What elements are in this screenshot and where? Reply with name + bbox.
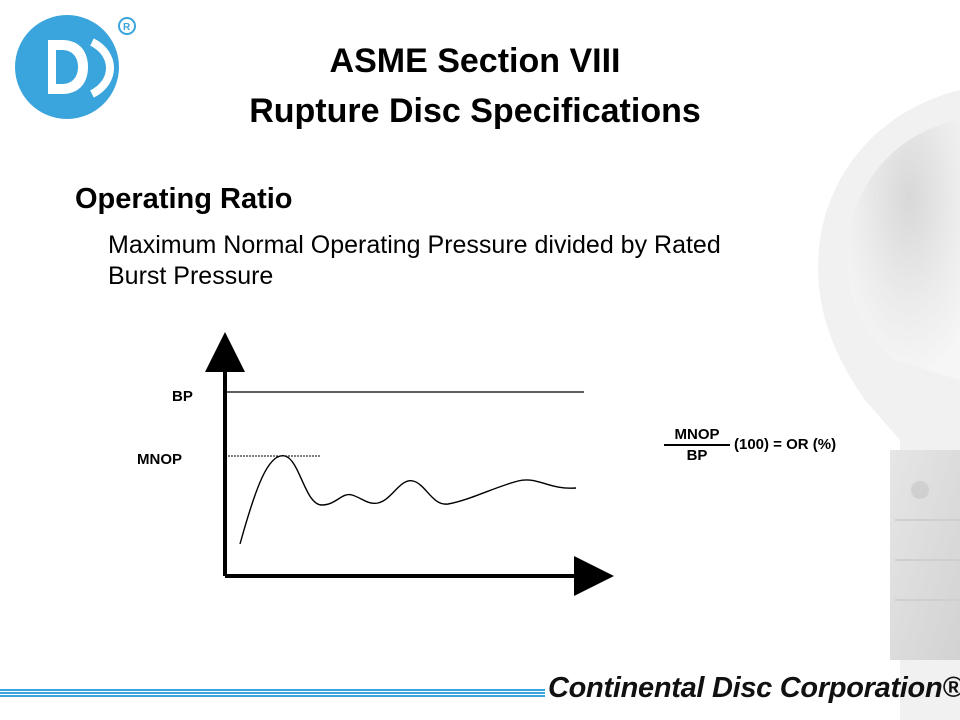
title-line-2: Rupture Disc Specifications [249, 92, 701, 130]
section-body-line-2: Burst Pressure [108, 262, 274, 290]
formula-denominator: BP [686, 447, 708, 464]
company-name: Continental Disc Corporation® [548, 672, 960, 704]
formula-fraction: MNOP BP [664, 426, 730, 466]
footer-stripe [0, 688, 545, 698]
mnop-label: MNOP [137, 451, 182, 468]
cdc-logo-icon: R [15, 15, 136, 119]
bp-label: BP [172, 388, 193, 405]
title-line-1: ASME Section VIII [329, 42, 621, 80]
svg-text:R: R [123, 22, 131, 33]
section-body: Maximum Normal Operating Pressure divide… [108, 230, 898, 292]
section-body-line-1: Maximum Normal Operating Pressure divide… [108, 231, 721, 259]
section-heading: Operating Ratio [75, 183, 293, 215]
formula-numerator: MNOP [664, 426, 730, 446]
pressure-curve [239, 455, 577, 545]
formula-tail: (100) = OR (%) [734, 436, 837, 453]
